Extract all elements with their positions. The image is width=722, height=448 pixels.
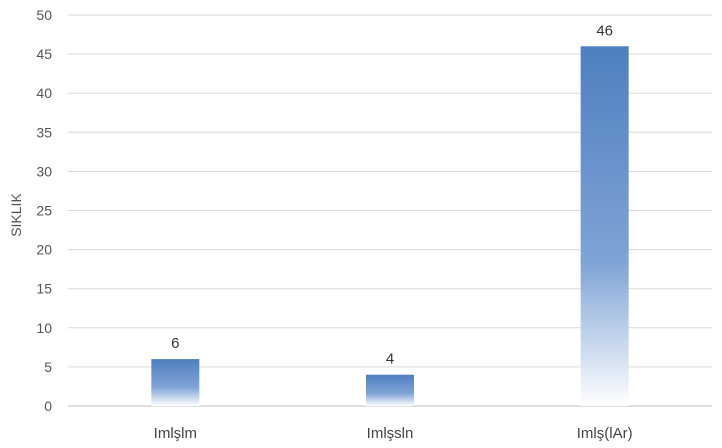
y-tick-label: 30 [36, 163, 52, 179]
x-category-label: Imlş(lAr) [577, 425, 633, 442]
y-tick-label: 5 [44, 359, 52, 375]
y-tick-label: 10 [36, 320, 52, 336]
y-axis-title: SIKLIK [8, 193, 24, 237]
y-tick-label: 40 [36, 85, 52, 101]
data-label: 4 [386, 351, 394, 368]
y-tick-label: 20 [36, 242, 52, 258]
x-category-label: Imlşlm [154, 425, 197, 442]
data-labels: 6 4 46 [171, 22, 613, 367]
bar [151, 359, 200, 406]
data-label: 6 [171, 335, 179, 352]
data-label: 46 [596, 22, 613, 39]
x-axis-categories: Imlşlm Imlşsln Imlş(lAr) [154, 425, 633, 442]
y-tick-label: 45 [36, 46, 52, 62]
y-tick-label: 0 [44, 398, 52, 414]
bar [580, 46, 629, 406]
y-tick-label: 50 [36, 7, 52, 23]
bars [151, 46, 629, 406]
x-category-label: Imlşsln [367, 425, 414, 442]
y-tick-label: 35 [36, 124, 52, 140]
y-tick-label: 25 [36, 203, 52, 219]
y-tick-label: 15 [36, 281, 52, 297]
bar [366, 374, 414, 406]
y-axis-ticks: 0 5 10 15 20 25 30 35 40 45 50 [36, 7, 52, 414]
